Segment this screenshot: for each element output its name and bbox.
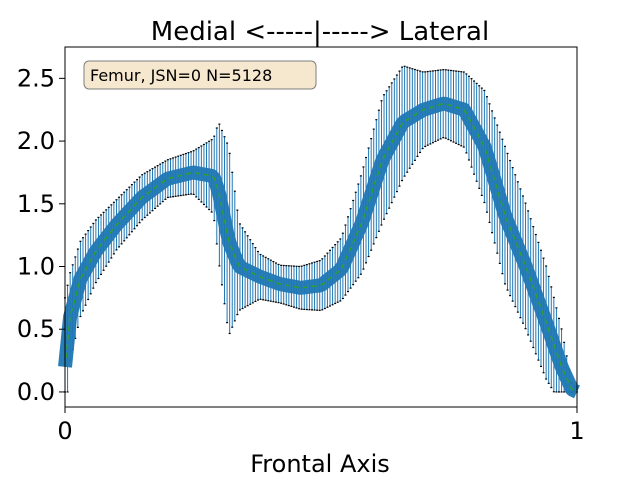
y-tick-label: 0.5 (17, 315, 55, 343)
plot-area (58, 65, 582, 399)
x-tick-label: 1 (569, 417, 584, 445)
x-axis-label: Frontal Axis (250, 450, 390, 478)
y-tick-label: 2.0 (17, 127, 55, 155)
y-tick-label: 2.5 (17, 64, 55, 92)
annotation-text: Femur, JSN=0 N=5128 (90, 66, 272, 85)
plot-frame (64, 46, 578, 408)
y-tick-label: 0.0 (17, 378, 55, 406)
chart-title: Medial <-----|-----> Lateral (151, 17, 489, 47)
annotation-box: Femur, JSN=0 N=5128 (83, 60, 317, 90)
x-tick-label: 0 (57, 417, 72, 445)
y-axis: 0.0 0.5 1.0 1.5 2.0 2.5 (17, 64, 65, 406)
y-tick-label: 1.5 (17, 190, 55, 218)
y-tick-label: 1.0 (17, 253, 55, 281)
annotation-background (83, 60, 317, 90)
mean-line (64, 102, 578, 393)
